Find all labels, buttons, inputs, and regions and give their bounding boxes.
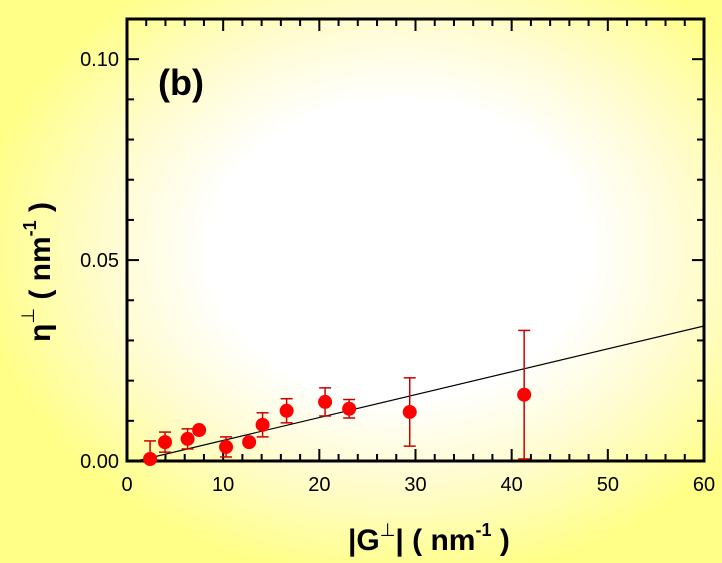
marker (192, 423, 207, 438)
data-point (242, 435, 257, 450)
data-point (279, 397, 294, 424)
data-point (318, 387, 333, 417)
marker (517, 387, 532, 402)
marker (318, 394, 333, 409)
x-tick-label: 0 (121, 474, 132, 496)
marker (279, 403, 294, 418)
data-point (517, 329, 532, 460)
x-tick-label: 10 (212, 474, 234, 496)
data-points (143, 329, 532, 466)
x-axis-title: |G⊥| ( nm-1 ) (348, 520, 510, 557)
marker (255, 417, 270, 432)
data-point (402, 377, 417, 447)
y-axis-title: η⊥ ( nm-1 ) (18, 202, 57, 342)
data-point (219, 436, 234, 458)
marker (157, 435, 172, 450)
axis-ticks (126, 18, 705, 462)
data-point (342, 398, 357, 419)
x-tick-label: 20 (308, 474, 330, 496)
data-point (180, 428, 195, 450)
y-tick-label: 0.05 (80, 250, 119, 272)
marker (180, 431, 195, 446)
marker (402, 404, 417, 419)
fit-line-group (136, 325, 705, 462)
marker (342, 401, 357, 416)
panel-label: (b) (158, 62, 204, 103)
x-tick-label: 60 (693, 474, 715, 496)
data-point (157, 431, 172, 453)
marker (242, 435, 257, 450)
y-tick-label: 0.10 (80, 49, 119, 71)
data-point (255, 412, 270, 438)
marker (219, 439, 234, 454)
x-tick-label: 40 (501, 474, 523, 496)
marker (143, 451, 158, 466)
x-tick-label: 50 (597, 474, 619, 496)
data-point (192, 423, 207, 438)
data-point (143, 440, 158, 466)
y-tick-label: 0.00 (80, 451, 119, 473)
fit-line (136, 325, 705, 462)
x-tick-label: 30 (404, 474, 426, 496)
tick-labels: 0 10 20 30 40 50 60 0.00 0.05 0.10 (80, 49, 715, 496)
